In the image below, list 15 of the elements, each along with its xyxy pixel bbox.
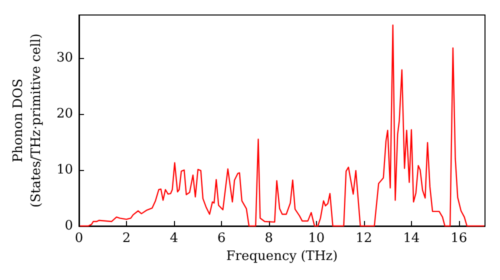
x-tick-label: 6 — [217, 231, 226, 246]
x-tick-label: 4 — [170, 231, 178, 246]
y-tick-label: 20 — [56, 106, 73, 122]
x-tick-label: 2 — [122, 231, 131, 246]
x-tick-label: 10 — [308, 231, 325, 246]
x-tick-label: 16 — [450, 231, 468, 246]
x-tick-label: 8 — [264, 231, 274, 246]
y-tick-label: 0 — [64, 218, 73, 234]
x-tick-label: 14 — [403, 231, 420, 246]
x-tick-label: 12 — [356, 231, 372, 246]
y-tick-label: 10 — [56, 162, 73, 178]
x-tick-label: 0 — [74, 231, 84, 246]
x-axis-title: Frequency (THz) — [226, 249, 338, 264]
y-axis-title: Phonon DOS (States/THz·primitive cell) — [11, 33, 44, 208]
y-tick-label: 30 — [56, 50, 73, 66]
